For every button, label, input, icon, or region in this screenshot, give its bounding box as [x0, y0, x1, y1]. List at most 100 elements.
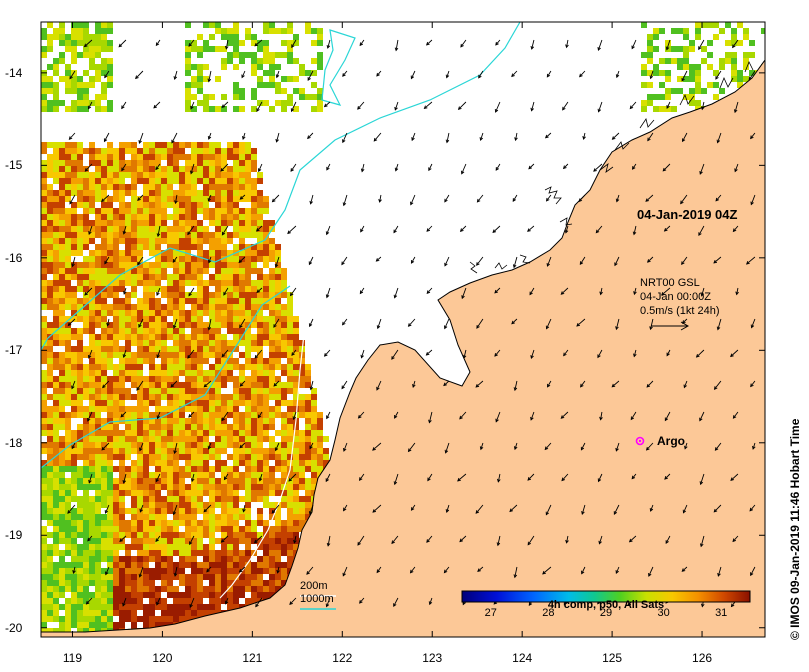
- sst-pixel: [113, 550, 119, 556]
- sst-pixel: [101, 22, 107, 28]
- sst-pixel: [263, 196, 269, 202]
- sst-pixel: [299, 412, 305, 418]
- sst-pixel: [737, 82, 743, 88]
- sst-pixel: [179, 340, 185, 346]
- sst-pixel: [107, 592, 113, 598]
- sst-pixel: [113, 544, 119, 550]
- sst-pixel: [239, 442, 245, 448]
- current-vector: [426, 535, 433, 543]
- sst-pixel: [89, 76, 95, 82]
- sst-pixel: [221, 310, 227, 316]
- sst-pixel: [203, 286, 209, 292]
- sst-pixel: [245, 556, 251, 562]
- sst-pixel: [41, 142, 47, 148]
- sst-pixel: [107, 310, 113, 316]
- sst-pixel: [209, 394, 215, 400]
- sst-pixel: [47, 472, 53, 478]
- sst-pixel: [53, 484, 59, 490]
- sst-pixel: [47, 106, 53, 112]
- sst-pixel: [77, 604, 83, 610]
- sst-pixel: [257, 382, 263, 388]
- sst-pixel: [107, 538, 113, 544]
- sst-pixel: [71, 514, 77, 520]
- sst-pixel: [41, 298, 47, 304]
- sst-pixel: [251, 472, 257, 478]
- current-vector: [221, 101, 229, 108]
- sst-pixel: [119, 442, 125, 448]
- sst-pixel: [53, 592, 59, 598]
- sst-pixel: [263, 436, 269, 442]
- sst-pixel: [641, 106, 647, 112]
- sst-pixel: [293, 388, 299, 394]
- current-vector: [238, 566, 246, 573]
- sst-pixel: [215, 394, 221, 400]
- sst-pixel: [89, 172, 95, 178]
- sst-pixel: [305, 418, 311, 424]
- sst-pixel: [251, 394, 257, 400]
- sst-pixel: [197, 226, 203, 232]
- sst-pixel: [191, 370, 197, 376]
- sst-pixel: [77, 274, 83, 280]
- current-vector: [544, 442, 552, 451]
- sst-pixel: [203, 226, 209, 232]
- sst-pixel: [209, 592, 215, 598]
- current-vector: [239, 380, 246, 387]
- sst-pixel: [185, 436, 191, 442]
- current-vector: [459, 411, 467, 420]
- sst-pixel: [149, 568, 155, 574]
- sst-pixel: [647, 40, 653, 46]
- sst-pixel: [227, 298, 233, 304]
- sst-pixel: [173, 412, 179, 418]
- sst-pixel: [251, 574, 257, 580]
- sst-pixel: [59, 232, 65, 238]
- sst-pixel: [77, 142, 83, 148]
- sst-pixel: [161, 460, 167, 466]
- sst-pixel: [119, 262, 125, 268]
- sst-pixel: [65, 178, 71, 184]
- current-vector: [290, 101, 297, 113]
- sst-pixel: [113, 346, 119, 352]
- sst-pixel: [65, 454, 71, 460]
- sst-pixel: [203, 160, 209, 166]
- sst-pixel: [107, 244, 113, 250]
- sst-pixel: [149, 400, 155, 406]
- sst-pixel: [221, 442, 227, 448]
- sst-pixel: [65, 346, 71, 352]
- sst-pixel: [173, 352, 179, 358]
- sst-pixel: [257, 178, 263, 184]
- sst-pixel: [161, 238, 167, 244]
- current-vector: [203, 380, 212, 388]
- sst-pixel: [263, 208, 269, 214]
- sst-pixel: [155, 412, 161, 418]
- current-vector: [103, 132, 110, 143]
- argo-marker[interactable]: [635, 436, 645, 446]
- sst-pixel: [77, 28, 83, 34]
- current-vector: [273, 380, 280, 387]
- sst-pixel: [149, 334, 155, 340]
- sst-pixel: [185, 310, 191, 316]
- sst-pixel: [95, 244, 101, 250]
- sst-pixel: [167, 418, 173, 424]
- sst-pixel: [125, 298, 131, 304]
- sst-pixel: [47, 502, 53, 508]
- sst-pixel: [281, 448, 287, 454]
- sst-pixel: [107, 484, 113, 490]
- sst-pixel: [65, 340, 71, 346]
- sst-pixel: [125, 574, 131, 580]
- sst-pixel: [119, 574, 125, 580]
- sst-pixel: [191, 40, 197, 46]
- sst-pixel: [227, 346, 233, 352]
- sst-pixel: [95, 544, 101, 550]
- sst-pixel: [107, 196, 113, 202]
- current-vector: [221, 349, 229, 358]
- sst-pixel: [53, 310, 59, 316]
- sst-pixel: [257, 298, 263, 304]
- sst-pixel: [101, 526, 107, 532]
- sst-pixel: [179, 400, 185, 406]
- sst-pixel: [167, 310, 173, 316]
- sst-pixel: [185, 442, 191, 448]
- current-vector: [407, 318, 416, 327]
- sst-pixel: [281, 430, 287, 436]
- sst-pixel: [233, 202, 239, 208]
- sst-pixel: [269, 538, 275, 544]
